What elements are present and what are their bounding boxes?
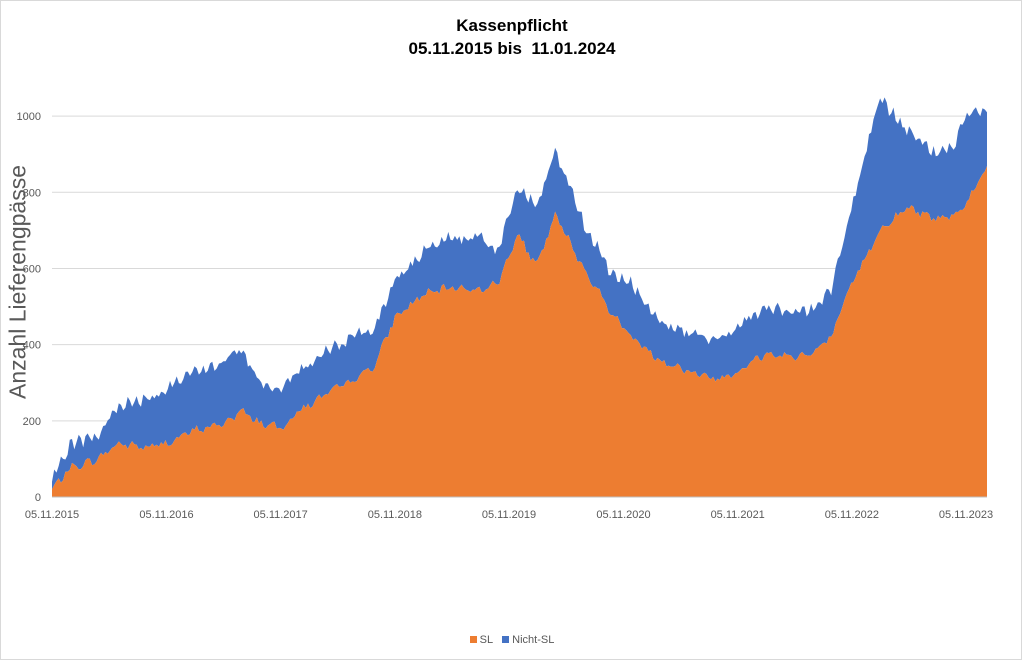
x-tick-label: 05.11.2020 — [596, 509, 650, 521]
chart-title: Kassenpflicht — [456, 16, 568, 35]
legend-label-nicht-sl: Nicht-SL — [512, 634, 555, 646]
y-tick-label: 0 — [35, 492, 41, 504]
x-tick-label: 05.11.2023 — [939, 509, 993, 521]
y-tick-label: 1000 — [17, 111, 41, 123]
series-area-sl — [52, 166, 987, 497]
x-tick-label: 05.11.2022 — [825, 509, 879, 521]
chart-subtitle: 05.11.2015 bis 11.01.2024 — [408, 39, 616, 58]
x-tick-label: 05.11.2015 — [25, 509, 79, 521]
x-tick-label: 05.11.2017 — [254, 509, 308, 521]
legend-item-sl: SL — [469, 634, 494, 646]
y-tick-label: 400 — [23, 340, 41, 352]
legend-swatch-sl — [469, 635, 477, 643]
x-tick-label: 05.11.2019 — [482, 509, 536, 521]
y-tick-label: 800 — [23, 187, 41, 199]
x-tick-label: 05.11.2016 — [139, 509, 193, 521]
legend-label-sl: SL — [479, 634, 494, 646]
legend-item-nicht-sl: Nicht-SL — [502, 634, 554, 646]
x-tick-label: 05.11.2021 — [711, 509, 765, 521]
legend-swatch-nicht-sl — [502, 635, 510, 643]
x-tick-label: 05.11.2018 — [368, 509, 422, 521]
y-tick-label: 600 — [23, 263, 41, 275]
series-area-nicht-sl — [52, 97, 987, 490]
y-tick-label: 200 — [23, 416, 41, 428]
legend: SL Nicht-SL — [0, 634, 1024, 646]
